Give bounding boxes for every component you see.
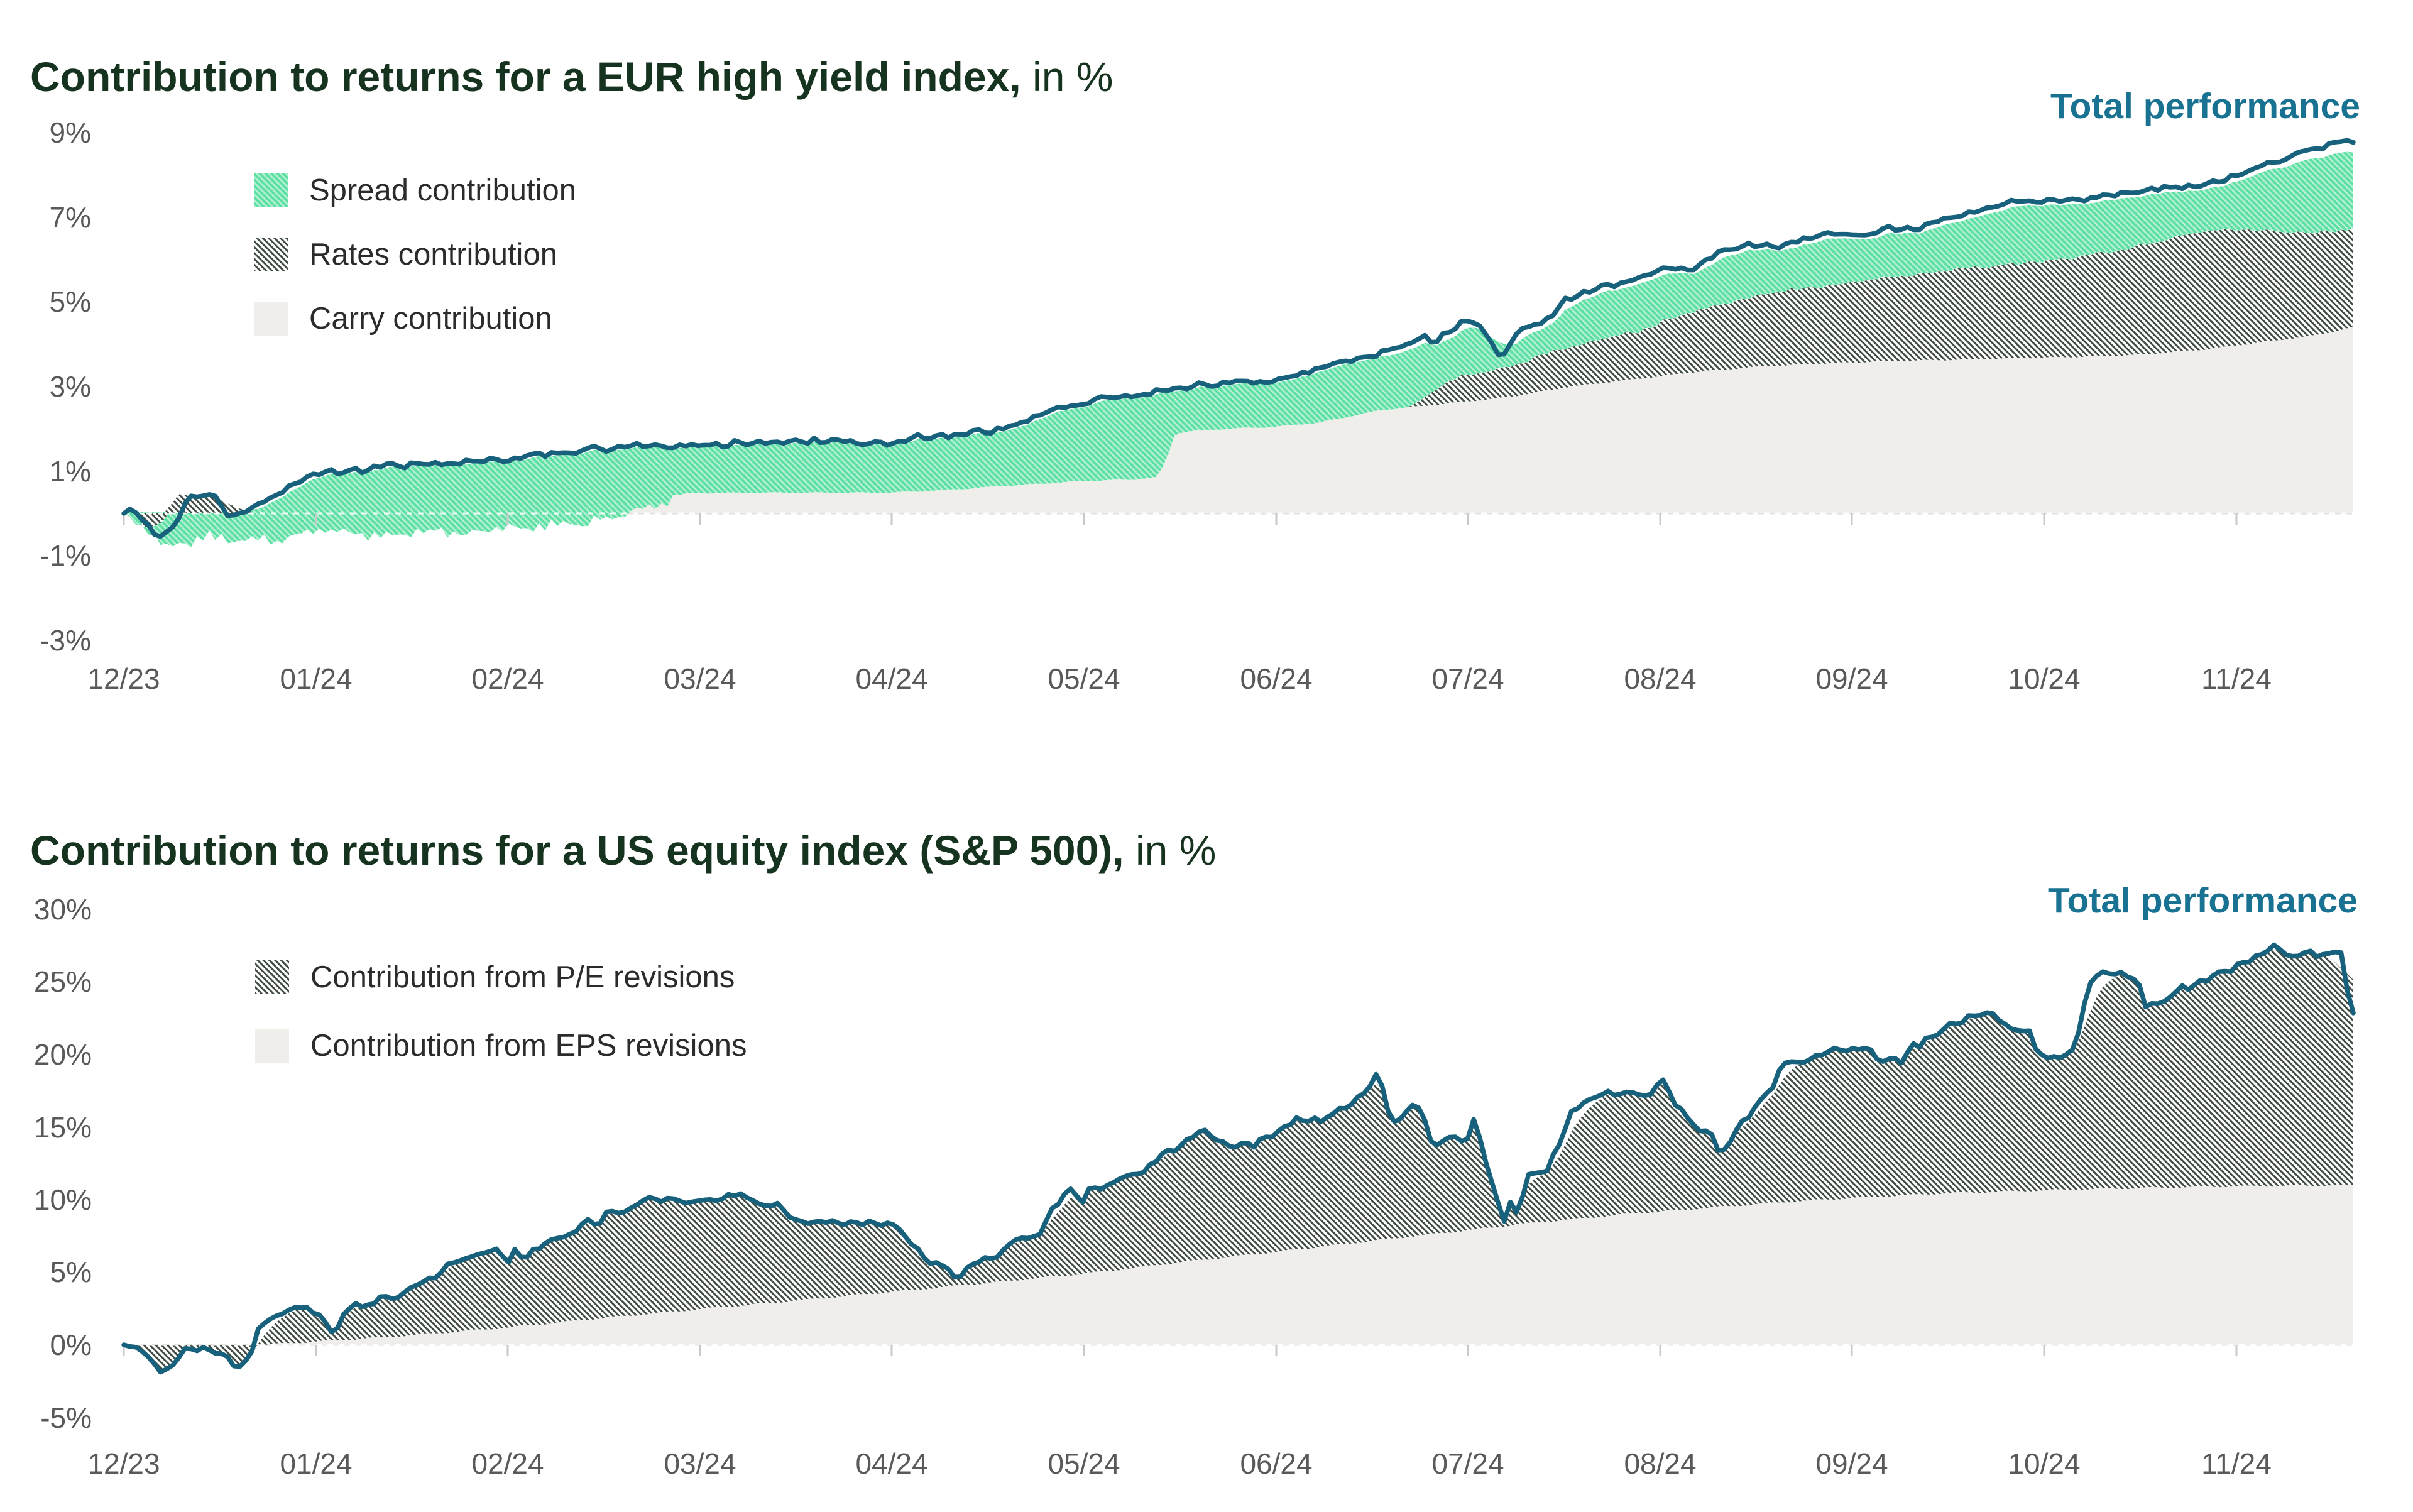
svg-text:20%: 20% — [34, 1038, 92, 1071]
svg-text:12/23: 12/23 — [87, 1447, 160, 1480]
svg-text:06/24: 06/24 — [1240, 662, 1312, 695]
svg-text:05/24: 05/24 — [1048, 1447, 1120, 1480]
svg-text:3%: 3% — [50, 370, 91, 403]
svg-text:25%: 25% — [34, 965, 92, 998]
svg-text:08/24: 08/24 — [1624, 1447, 1696, 1480]
svg-text:15%: 15% — [34, 1111, 92, 1144]
svg-text:Contribution to returns for a: Contribution to returns for a US equity … — [30, 827, 1216, 874]
svg-text:09/24: 09/24 — [1815, 662, 1888, 695]
svg-text:Total performance: Total performance — [2050, 86, 2360, 126]
svg-text:-3%: -3% — [40, 624, 91, 657]
svg-text:11/24: 11/24 — [2201, 1447, 2272, 1480]
svg-text:02/24: 02/24 — [471, 1447, 544, 1480]
svg-text:10/24: 10/24 — [2008, 1447, 2080, 1480]
svg-text:01/24: 01/24 — [280, 1447, 352, 1480]
svg-text:1%: 1% — [50, 455, 91, 488]
svg-text:06/24: 06/24 — [1240, 1447, 1312, 1480]
svg-text:Total performance: Total performance — [2048, 880, 2358, 921]
svg-text:07/24: 07/24 — [1431, 662, 1504, 695]
svg-text:10/24: 10/24 — [2008, 662, 2080, 695]
svg-text:10%: 10% — [34, 1183, 92, 1216]
svg-text:12/23: 12/23 — [87, 662, 160, 695]
svg-text:03/24: 03/24 — [664, 1447, 736, 1480]
svg-text:9%: 9% — [50, 116, 91, 149]
svg-text:Contribution to returns for a: Contribution to returns for a EUR high y… — [30, 53, 1113, 100]
svg-text:Contribution from P/E revision: Contribution from P/E revisions — [310, 960, 735, 994]
svg-text:02/24: 02/24 — [471, 662, 544, 695]
svg-text:0%: 0% — [50, 1328, 92, 1361]
svg-text:Carry contribution: Carry contribution — [309, 302, 552, 336]
svg-text:Contribution from EPS revision: Contribution from EPS revisions — [310, 1029, 747, 1063]
svg-text:-5%: -5% — [40, 1401, 92, 1434]
svg-text:11/24: 11/24 — [2201, 662, 2272, 695]
svg-text:30%: 30% — [34, 893, 92, 926]
svg-text:Spread contribution: Spread contribution — [309, 173, 576, 207]
svg-text:07/24: 07/24 — [1431, 1447, 1504, 1480]
svg-text:05/24: 05/24 — [1048, 662, 1120, 695]
svg-text:03/24: 03/24 — [664, 662, 736, 695]
svg-text:-1%: -1% — [40, 539, 91, 572]
svg-text:7%: 7% — [50, 201, 91, 234]
svg-text:04/24: 04/24 — [855, 1447, 927, 1480]
svg-text:5%: 5% — [50, 285, 91, 318]
svg-text:09/24: 09/24 — [1815, 1447, 1888, 1480]
svg-text:5%: 5% — [50, 1256, 92, 1288]
svg-text:04/24: 04/24 — [855, 662, 927, 695]
svg-text:08/24: 08/24 — [1624, 662, 1696, 695]
svg-text:01/24: 01/24 — [280, 662, 352, 695]
svg-text:Rates contribution: Rates contribution — [309, 238, 557, 271]
